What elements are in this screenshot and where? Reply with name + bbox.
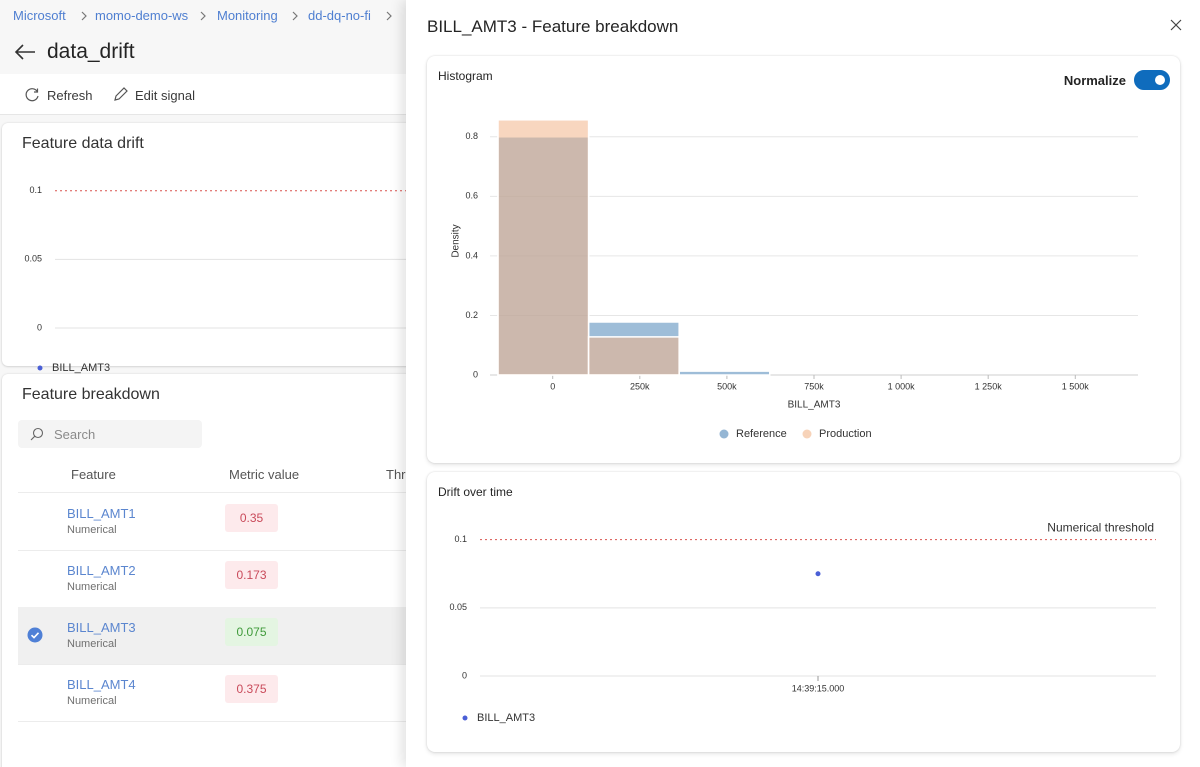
normalize-label: Normalize [1063,73,1126,88]
toggle-thumb [1155,75,1165,85]
x-tick-label: 14:39:15.000 [792,683,845,693]
y-tick-label: 0.8 [465,131,478,141]
legend-label: Reference [736,428,787,440]
feature-link[interactable]: BILL_AMT1 [67,506,136,521]
chevron-icon [81,11,87,21]
y-tick-label: 0 [473,369,478,379]
card-title: Feature data drift [22,135,144,152]
edit-icon [114,87,128,101]
legend-marker [37,365,43,371]
y-tick-label: 0.1 [29,185,42,195]
card-title: Histogram [438,69,493,83]
x-tick-label: 250k [630,381,650,391]
panel-title: BILL_AMT3 - Feature breakdown [427,17,679,36]
feature-link[interactable]: BILL_AMT3 [67,620,136,635]
threshold-label: Numerical threshold [1047,521,1154,535]
y-tick-label: 0 [37,322,42,332]
histogram-bar [497,119,590,376]
breadcrumb-link[interactable]: dd-dq-no-fi [308,8,371,23]
x-tick-label: 1 250k [975,381,1003,391]
breadcrumb-link[interactable]: Monitoring [217,8,278,23]
y-tick-label: 0.05 [24,254,42,264]
y-tick-label: 0.6 [465,191,478,201]
search-icon [30,427,44,441]
feature-type: Numerical [67,524,117,536]
y-tick-label: 0.4 [465,250,478,260]
legend-marker [802,429,812,439]
column-header[interactable]: Feature [71,467,116,482]
metric-badge: 0.075 [225,618,278,646]
drift-time-chart: 0 0.05 0.1 Numerical threshold 14:39:15.000 B… [449,521,1156,724]
metric-badge: 0.375 [225,675,278,703]
close-button[interactable] [1169,18,1183,32]
y-tick-label: 0 [462,670,467,680]
normalize-toggle[interactable] [1134,70,1170,90]
chevron-icon [386,11,392,21]
search-placeholder: Search [54,427,96,442]
refresh-button[interactable]: Refresh [47,88,93,103]
feature-panel: BILL_AMT3 - Feature breakdown Histogram … [406,0,1200,767]
feature-type: Numerical [67,638,117,650]
histogram-chart: 0 0.2 0.4 0.6 0.8 0 250k 500k 750k 1 000k 1 250k 1 … [451,119,1138,440]
histogram-bar [587,336,680,376]
legend-marker [462,715,468,721]
feature-link[interactable]: BILL_AMT4 [67,677,136,692]
search-box[interactable]: Search [18,420,202,448]
x-tick-label: 0 [550,381,555,391]
feature-type: Numerical [67,581,117,593]
x-tick-label: 500k [717,381,737,391]
metric-badge: 0.173 [225,561,278,589]
y-tick-label: 0.05 [449,602,467,612]
chevron-icon [200,11,206,21]
edit-signal-button[interactable]: Edit signal [135,88,195,103]
breadcrumb-link[interactable]: Microsoft [13,8,66,23]
chevron-icon [292,11,298,21]
x-axis-title: BILL_AMT3 [788,400,841,411]
column-header[interactable]: Metric value [229,467,300,482]
data-point [815,571,821,577]
y-tick-label: 0.2 [465,310,478,320]
feature-type: Numerical [67,695,117,707]
legend-marker [719,429,729,439]
breadcrumb-link[interactable]: momo-demo-ws [95,8,189,23]
y-axis-title: Density [451,224,462,257]
selected-check [27,627,43,643]
card-title: Drift over time [438,485,513,499]
legend-label: Production [819,428,872,440]
feature-link[interactable]: BILL_AMT2 [67,563,136,578]
x-tick-label: 750k [804,381,824,391]
page-title: data_drift [47,40,135,63]
legend-label: BILL_AMT3 [477,712,535,724]
x-tick-label: 1 000k [888,381,916,391]
legend-label: BILL_AMT3 [52,362,110,374]
back-button[interactable] [13,42,37,62]
drift-time-card: Drift over time [427,472,1180,752]
histogram-bar [678,370,771,376]
refresh-icon [25,88,39,102]
y-tick-label: 0.1 [454,534,467,544]
metric-badge: 0.35 [225,504,278,532]
x-tick-label: 1 500k [1062,381,1090,391]
card-title: Feature breakdown [22,386,160,403]
